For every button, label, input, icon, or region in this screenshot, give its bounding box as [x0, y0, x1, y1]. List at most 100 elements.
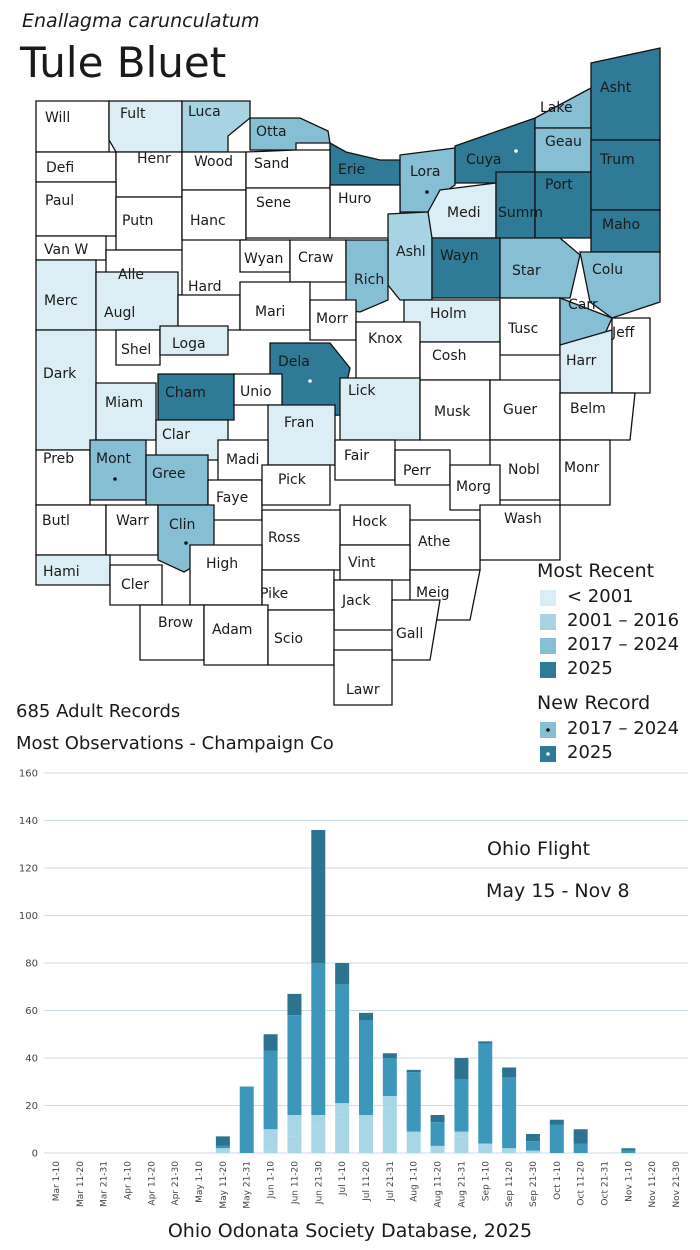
county-label-putn: Putn — [122, 213, 153, 229]
legend-swatch-pre2001 — [540, 590, 556, 606]
county-label-cuya: Cuya — [466, 152, 502, 168]
county-label-van-w: Van W — [44, 242, 88, 258]
bar-segment-before-2025 — [454, 1136, 469, 1153]
x-tick-label: Aug 11-20 — [434, 1161, 444, 1208]
legend-item-2017-2024: 2017 – 2024 — [567, 634, 680, 655]
county-label-lawr: Lawr — [346, 682, 380, 698]
county-label-augl: Augl — [104, 305, 135, 321]
county-belm — [559, 392, 636, 441]
county-label-belm: Belm — [570, 401, 606, 417]
legend-item-new-2017-2024: 2017 – 2024 — [567, 718, 680, 739]
county-label-summ: Summ — [498, 205, 543, 221]
county-label-miam: Miam — [105, 395, 143, 411]
county-label-medi: Medi — [447, 205, 480, 221]
county-label-monr: Monr — [564, 460, 600, 476]
x-tick-label: Mar 11-20 — [76, 1161, 86, 1207]
y-tick-label: 160 — [19, 769, 38, 780]
x-tick-label: Mar 1-10 — [52, 1161, 62, 1202]
bar-segment-before-2025 — [359, 1124, 373, 1153]
bar-segment-before-2025 — [311, 1126, 326, 1153]
county-label-lake: Lake — [540, 100, 573, 116]
bar-segment-2025-main — [478, 1043, 493, 1144]
bar-segment-before-2025 — [287, 1136, 302, 1153]
county-label-wash: Wash — [504, 511, 542, 527]
county-label-asht: Asht — [600, 80, 632, 96]
county-label-tusc: Tusc — [507, 321, 538, 337]
bar-segment-2025-bright — [263, 1129, 278, 1151]
county-label-erie: Erie — [338, 162, 365, 178]
county-label-maho: Maho — [602, 217, 640, 233]
legend-swatch-2017-2024 — [540, 638, 556, 654]
ohio-county-map: Will Fult Luca Otta Erie Lora Cuya Lake Asht Geau… — [35, 47, 661, 706]
county-label-fran: Fran — [284, 415, 314, 431]
county-label-will: Will — [45, 110, 70, 126]
county-label-jeff: Jeff — [611, 325, 635, 341]
y-tick-label: 80 — [25, 959, 38, 970]
county-loga — [159, 325, 229, 356]
bar-segment-2025-main — [239, 1086, 254, 1153]
y-tick-label: 40 — [25, 1054, 38, 1065]
bar-segment-2025-main — [502, 1077, 517, 1149]
county-colu — [579, 251, 661, 319]
county-label-harr: Harr — [566, 353, 597, 369]
bar-segment-before-2025 — [382, 1107, 397, 1153]
county-label-mont: Mont — [96, 451, 132, 467]
legend-swatch-new-2017-2024 — [540, 722, 556, 738]
legend-swatch-2001-2016 — [540, 614, 556, 630]
y-tick-label: 0 — [32, 1149, 38, 1160]
x-tick-label: Oct 11-20 — [577, 1161, 587, 1206]
most-observations: Most Observations - Champaign Co — [16, 733, 334, 754]
county-label-wayn: Wayn — [440, 248, 479, 264]
bar-segment-2025-bright — [335, 1103, 350, 1118]
county-label-holm: Holm — [430, 306, 467, 322]
county-monr — [559, 439, 611, 506]
x-tick-label: Oct 21-31 — [601, 1161, 611, 1206]
county-label-ross: Ross — [268, 530, 300, 546]
county-label-alle: Alle — [118, 267, 144, 283]
bar-segment-2025-bright — [215, 1148, 230, 1153]
y-tick-label: 20 — [25, 1101, 38, 1112]
flight-dates: May 15 - Nov 8 — [486, 880, 630, 902]
county-label-adam: Adam — [212, 622, 252, 638]
x-tick-label: Oct 1-10 — [553, 1161, 563, 1200]
scientific-name: Enallagma carunculatum — [22, 10, 260, 32]
x-tick-label: Nov 21-30 — [672, 1161, 682, 1208]
bar-segment-2025-dark — [573, 1129, 588, 1144]
county-otta — [249, 117, 331, 151]
bar-segment-before-2025 — [406, 1134, 421, 1153]
county-label-craw: Craw — [298, 250, 334, 266]
county-star — [499, 237, 581, 299]
x-tick-label: Sep 1-10 — [481, 1161, 491, 1202]
county-label-henr: Henr — [137, 151, 171, 167]
county-rich — [345, 239, 389, 313]
bar-segment-2025-main — [549, 1124, 564, 1153]
bar-segment-2025-dark — [454, 1058, 469, 1080]
x-tick-label: May 11-20 — [219, 1161, 229, 1209]
bar-segment-2025-main — [263, 1050, 278, 1130]
bar-segment-2025-bright — [287, 1115, 302, 1137]
county-label-brow: Brow — [158, 615, 193, 631]
county-label-musk: Musk — [434, 404, 471, 420]
county-label-warr: Warr — [116, 513, 149, 529]
bar-segment-2025-dark — [263, 1034, 278, 1051]
bar-segment-2025-dark — [311, 830, 326, 963]
x-tick-label: May 21-31 — [243, 1161, 253, 1209]
county-label-port: Port — [545, 177, 573, 193]
bar-segment-before-2025 — [525, 1150, 540, 1153]
county-label-butl: Butl — [42, 513, 70, 529]
county-label-otta: Otta — [256, 124, 287, 140]
bar-segment-before-2025 — [263, 1150, 278, 1153]
bar-segment-2025-bright — [359, 1115, 373, 1125]
bar-segment-2025-main — [430, 1122, 445, 1146]
county-label-preb: Preb — [43, 451, 74, 467]
county-jeff — [611, 317, 651, 394]
county-label-vint: Vint — [348, 555, 376, 571]
bar-segment-2025-dark — [502, 1067, 517, 1077]
x-tick-label: Aug 21-31 — [457, 1161, 467, 1208]
legend-most-recent-title: Most Recent — [537, 560, 655, 582]
county-label-mari: Mari — [255, 304, 285, 320]
bar-segment-2025-main — [454, 1079, 469, 1132]
bar-segment-2025-dark — [525, 1134, 540, 1142]
bar-segment-2025-dark — [430, 1115, 445, 1123]
county-label-gall: Gall — [396, 626, 423, 642]
